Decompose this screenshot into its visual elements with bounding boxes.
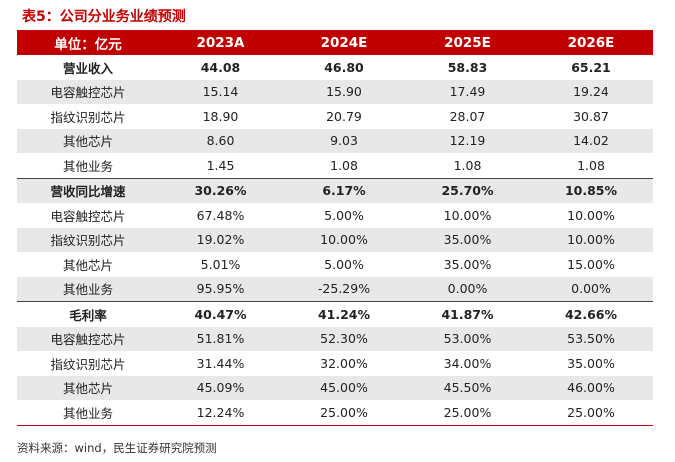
cell: 10.85% (529, 177, 653, 203)
row-label: 其他芯片 (62, 257, 113, 273)
cell: 1.08 (330, 157, 358, 173)
cell: -25.29% (282, 276, 406, 302)
cell: 42.66% (529, 301, 653, 327)
cell: 5.00% (324, 207, 364, 223)
row-label: 其他芯片 (17, 375, 159, 400)
cell: 41.24% (282, 301, 406, 327)
cell: 0.00% (529, 276, 653, 302)
cell: 5.01% (200, 256, 241, 272)
cell: 35.00% (567, 355, 615, 371)
cell: 40.47% (159, 301, 282, 327)
table-row: 电容触控芯片 51.81% 52.30% 53.00% 53.50% (17, 326, 653, 351)
table-row: 其他芯片 45.09% 45.00% 45.50% 46.00% (17, 375, 653, 400)
cell: 65.21 (571, 59, 611, 75)
row-label: 营业收入 (62, 60, 113, 76)
cell: 6.17% (282, 177, 406, 203)
table-row: 其他业务 95.95% -25.29% 0.00% 0.00% (17, 276, 653, 302)
cell: 5.00% (324, 256, 364, 272)
cell: 46.80 (324, 59, 364, 75)
cell: 53.00% (406, 326, 529, 351)
cell: 1.08 (577, 157, 605, 173)
row-label: 其他业务 (17, 400, 159, 426)
cell: 45.00% (282, 375, 406, 400)
source-note: 资料来源：wind，民生证券研究院预测 (17, 441, 217, 455)
cell: 53.50% (529, 326, 653, 351)
cell: 15.00% (567, 256, 615, 272)
cell: 19.02% (159, 227, 282, 252)
header-row: 单位：亿元 2023A 2024E 2025E 2026E (17, 30, 653, 55)
cell: 25.70% (406, 177, 529, 203)
row-label: 电容触控芯片 (17, 79, 159, 104)
cell: 44.08 (200, 59, 241, 75)
header-unit: 单位：亿元 (17, 30, 159, 55)
cell: 18.90 (202, 108, 239, 124)
table-row: 电容触控芯片 15.14 15.90 17.49 19.24 (17, 79, 653, 104)
table-row: 营业收入 44.08 46.80 58.83 65.21 (17, 55, 653, 80)
cell: 95.95% (159, 276, 282, 302)
header-2026e: 2026E (529, 30, 653, 55)
table-row: 毛利率 40.47% 41.24% 41.87% 42.66% (17, 301, 653, 327)
cell: 10.00% (443, 207, 492, 223)
cell: 15.14 (159, 79, 282, 104)
row-label: 电容触控芯片 (17, 326, 159, 351)
cell: 8.60 (159, 128, 282, 153)
forecast-table: 单位：亿元 2023A 2024E 2025E 2026E 营业收入 44.08… (17, 30, 653, 426)
cell: 10.00% (529, 227, 653, 252)
cell: 25.00% (282, 400, 406, 426)
cell: 9.03 (282, 128, 406, 153)
cell: 0.00% (406, 276, 529, 302)
header-2024e: 2024E (282, 30, 406, 55)
cell: 12.24% (159, 400, 282, 426)
row-label: 指纹识别芯片 (50, 109, 126, 125)
cell: 20.79 (326, 108, 362, 124)
cell: 51.81% (159, 326, 282, 351)
cell: 1.45 (206, 157, 235, 173)
table-row: 其他业务 12.24% 25.00% 25.00% 25.00% (17, 400, 653, 426)
cell: 17.49 (406, 79, 529, 104)
cell: 35.00% (443, 256, 492, 272)
header-2025e: 2025E (406, 30, 529, 55)
cell: 31.44% (196, 355, 245, 371)
table-row: 其他业务 1.45 1.08 1.08 1.08 (17, 153, 653, 178)
cell: 1.08 (453, 157, 482, 173)
row-label: 其他芯片 (17, 128, 159, 153)
table-row: 指纹识别芯片 19.02% 10.00% 35.00% 10.00% (17, 227, 653, 252)
cell: 52.30% (282, 326, 406, 351)
row-label: 营收同比增速 (17, 177, 159, 203)
cell: 32.00% (320, 355, 368, 371)
cell: 25.00% (406, 400, 529, 426)
row-label: 指纹识别芯片 (50, 356, 126, 372)
cell: 30.87 (573, 108, 609, 124)
cell: 10.00% (567, 207, 615, 223)
cell: 14.02 (529, 128, 653, 153)
table-row: 其他芯片 8.60 9.03 12.19 14.02 (17, 128, 653, 153)
table-row: 电容触控芯片 67.48% 5.00% 10.00% 10.00% (17, 203, 653, 228)
table-row: 指纹识别芯片 18.90 20.79 28.07 30.87 (17, 104, 653, 129)
cell: 34.00% (443, 355, 492, 371)
table-row: 指纹识别芯片 31.44% 32.00% 34.00% 35.00% (17, 351, 653, 376)
table-title: 表5：公司分业务业绩预测 (22, 9, 186, 25)
cell: 46.00% (529, 375, 653, 400)
cell: 30.26% (159, 177, 282, 203)
table-row: 营收同比增速 30.26% 6.17% 25.70% 10.85% (17, 177, 653, 203)
cell: 45.09% (159, 375, 282, 400)
row-label: 毛利率 (17, 301, 159, 327)
header-2023a: 2023A (159, 30, 282, 55)
cell: 28.07 (449, 108, 486, 124)
cell: 10.00% (282, 227, 406, 252)
cell: 67.48% (196, 207, 245, 223)
row-label: 电容触控芯片 (50, 208, 126, 224)
cell: 45.50% (406, 375, 529, 400)
cell: 25.00% (529, 400, 653, 426)
cell: 12.19 (406, 128, 529, 153)
cell: 58.83 (447, 59, 488, 75)
row-label: 其他业务 (62, 158, 113, 174)
cell: 15.90 (282, 79, 406, 104)
cell: 19.24 (529, 79, 653, 104)
row-label: 其他业务 (17, 276, 159, 302)
cell: 41.87% (406, 301, 529, 327)
table-row: 其他芯片 5.01% 5.00% 35.00% 15.00% (17, 252, 653, 277)
cell: 35.00% (406, 227, 529, 252)
row-label: 指纹识别芯片 (17, 227, 159, 252)
